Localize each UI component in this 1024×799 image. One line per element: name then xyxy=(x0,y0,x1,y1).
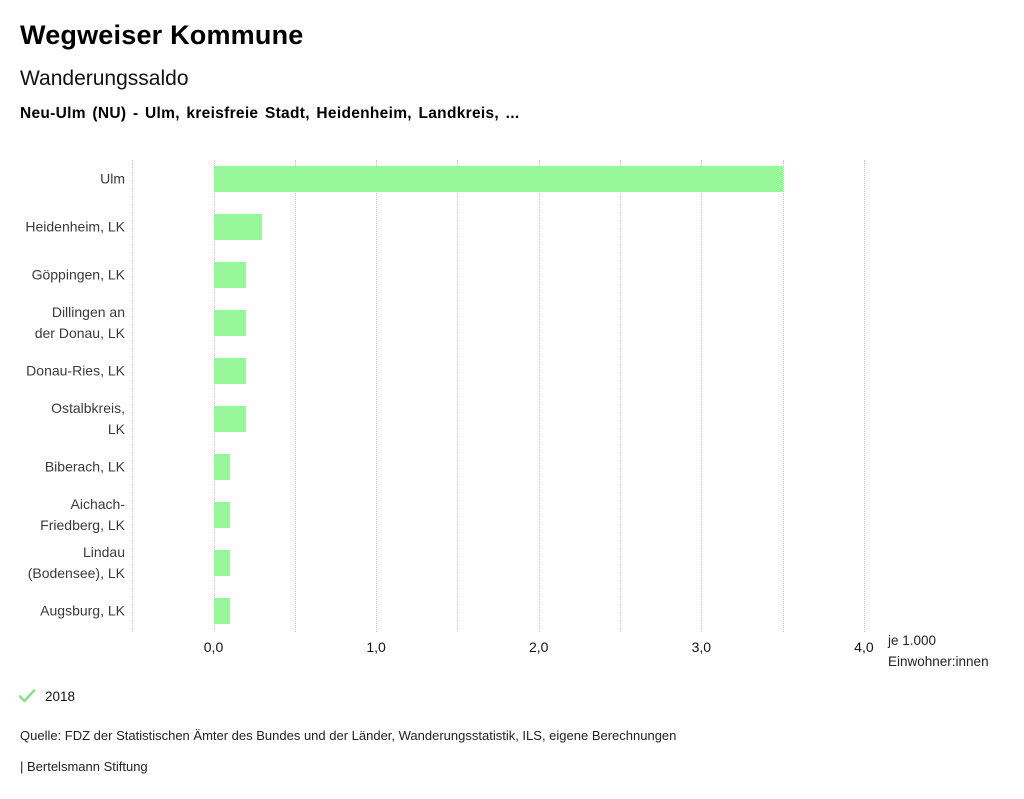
category-label: Dillingen an der Donau, LK xyxy=(34,304,125,341)
app-title: Wegweiser Kommune xyxy=(20,20,304,50)
legend-label: 2018 xyxy=(45,688,76,704)
gridline xyxy=(782,160,784,632)
category-label: Lindau (Bodensee), LK xyxy=(27,544,125,581)
x-tick-label: 0,0 xyxy=(203,639,224,655)
axis-unit-line2: Einwohner:innen xyxy=(888,654,989,669)
bar[interactable] xyxy=(213,454,230,480)
category-label: Göppingen, LK xyxy=(31,266,125,283)
category-label: Donau-Ries, LK xyxy=(26,362,125,379)
x-tick-label: 4,0 xyxy=(854,639,874,655)
category-label: Heidenheim, LK xyxy=(25,218,125,235)
gridline xyxy=(701,160,703,632)
bar[interactable] xyxy=(213,166,783,192)
bar[interactable] xyxy=(213,406,247,432)
category-label: Biberach, LK xyxy=(44,458,125,475)
gridline xyxy=(376,160,378,632)
check-icon xyxy=(18,688,36,704)
gridline xyxy=(620,160,621,632)
gridline xyxy=(213,160,215,632)
bar[interactable] xyxy=(213,550,230,576)
gridline xyxy=(457,160,459,632)
bar[interactable] xyxy=(213,358,247,384)
category-label: Augsburg, LK xyxy=(40,602,125,619)
bar[interactable] xyxy=(213,262,247,288)
axis-unit-line1: je 1.000 xyxy=(888,633,937,648)
branding-text: | Bertelsmann Stiftung xyxy=(20,759,148,774)
chart-subtitle: Neu-Ulm (NU) - Ulm, kreisfreie Stadt, He… xyxy=(20,105,520,122)
category-label: Ulm xyxy=(100,170,125,187)
bar[interactable] xyxy=(213,502,230,528)
chart-title: Wanderungssaldo xyxy=(20,67,189,90)
source-text: Quelle: FDZ der Statistischen Ämter des … xyxy=(20,728,677,743)
x-tick-label: 1,0 xyxy=(366,639,386,655)
bar[interactable] xyxy=(213,310,247,336)
bar[interactable] xyxy=(213,598,230,624)
gridline xyxy=(863,160,865,632)
category-label: Ostalbkreis, LK xyxy=(51,400,125,437)
category-label: Aichach- Friedberg, LK xyxy=(40,496,125,533)
gridline xyxy=(538,160,540,632)
gridline xyxy=(132,160,134,632)
x-tick-label: 2,0 xyxy=(528,639,549,655)
axis-unit-label: je 1.000 Einwohner:innen xyxy=(888,630,989,672)
bar[interactable] xyxy=(213,214,263,240)
gridline xyxy=(294,160,296,632)
x-tick-label: 3,0 xyxy=(691,639,712,655)
legend-item-2018[interactable]: 2018 xyxy=(18,688,75,704)
